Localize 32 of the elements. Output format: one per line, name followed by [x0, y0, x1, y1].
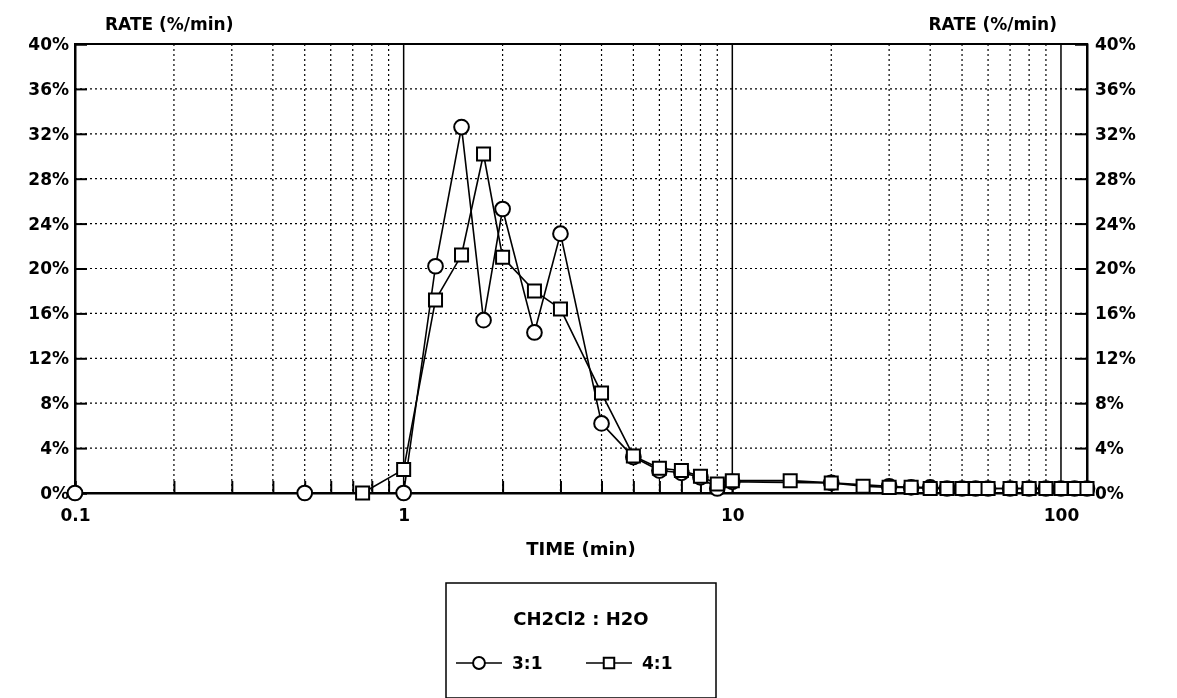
y2-tick-label: 20%: [1095, 258, 1136, 279]
x-axis-title: TIME (min): [526, 538, 636, 559]
y-tick-label: 8%: [40, 393, 69, 414]
y2-tick-label: 0%: [1095, 482, 1124, 503]
y-tick-label: 36%: [28, 78, 69, 99]
y2-tick-label: 28%: [1095, 168, 1136, 189]
y2-tick-label: 8%: [1095, 393, 1124, 414]
y-tick-label: 20%: [28, 258, 69, 279]
x-tick-label: 10: [720, 505, 745, 526]
y-tick-label: 40%: [28, 33, 69, 54]
y-tick-label: 0%: [40, 482, 69, 503]
y2-tick-label: 40%: [1095, 33, 1136, 54]
y-axis-title: RATE (%/min): [105, 14, 234, 34]
y-tick-label: 4%: [40, 438, 69, 459]
y-tick-label: 16%: [28, 303, 69, 324]
y-tick-label: 12%: [28, 348, 69, 369]
legend-label: 4:1: [642, 653, 673, 673]
legend-label: 3:1: [512, 653, 543, 673]
y2-tick-label: 24%: [1095, 213, 1136, 234]
x-tick-label: 0.1: [60, 505, 91, 526]
x-tick-label: 1: [398, 505, 411, 526]
y2-tick-label: 12%: [1095, 348, 1136, 369]
y2-tick-label: 4%: [1095, 438, 1124, 459]
y-tick-label: 24%: [28, 213, 69, 234]
x-tick-label: 100: [1043, 505, 1080, 526]
y2-tick-label: 36%: [1095, 78, 1136, 99]
legend-title: CH2Cl2 : H2O: [513, 608, 649, 629]
y2-tick-label: 32%: [1095, 123, 1136, 144]
y2-axis-title: RATE (%/min): [928, 14, 1057, 34]
y-tick-label: 28%: [28, 168, 69, 189]
y-tick-label: 32%: [28, 123, 69, 144]
y2-tick-label: 16%: [1095, 303, 1136, 324]
